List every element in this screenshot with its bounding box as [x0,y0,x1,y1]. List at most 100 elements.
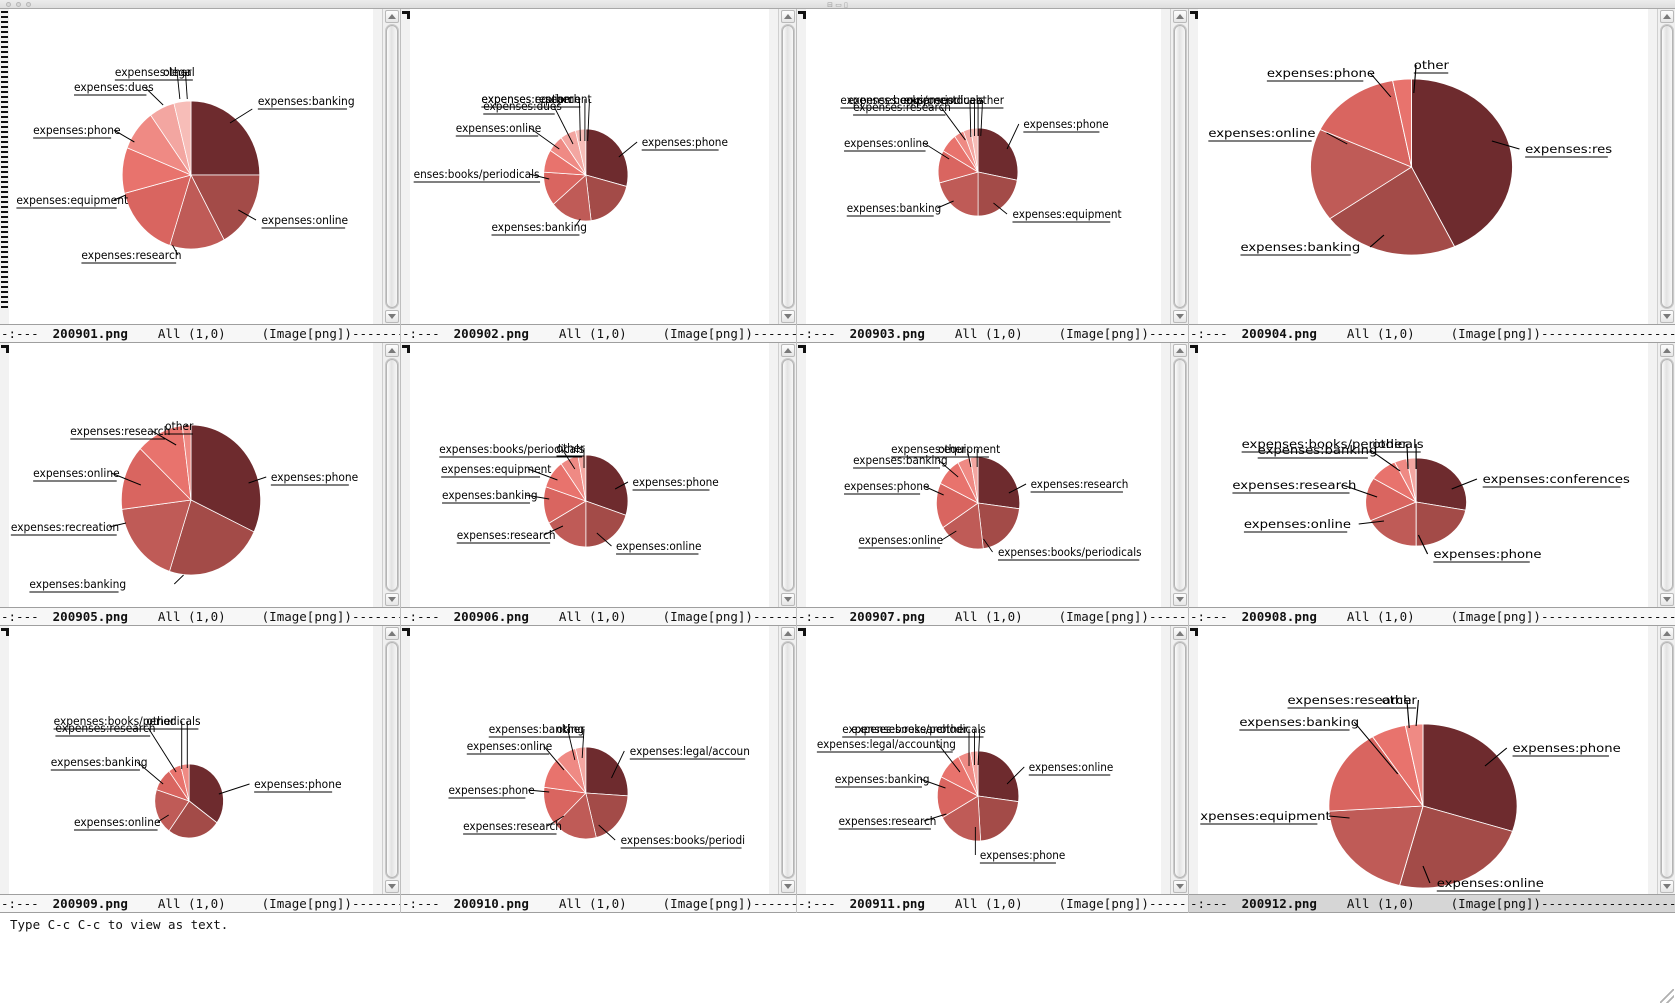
emacs-window-200904[interactable]: expenses:res expenses:banking expenses:onl… [1189,9,1675,343]
modeline-200901[interactable]: -:--- 200901.png All (1,0) (Image[png]) ----… [0,324,400,343]
scroll-down-arrow-icon[interactable] [1172,880,1187,893]
scrollbar-track[interactable] [384,358,399,592]
emacs-window-200910[interactable]: expenses:legal/accoun expenses:books/peri… [401,626,797,913]
scrollbar-thumb[interactable] [1660,642,1673,878]
emacs-window-200908[interactable]: expenses:conferences expenses:phone expens… [1189,343,1675,626]
modeline-200912[interactable]: -:--- 200912.png All (1,0) (Image[png]) ----… [1189,894,1675,913]
window-controls[interactable] [6,2,31,7]
emacs-window-200902[interactable]: expenses:phone expenses:banking enses:book… [401,9,797,343]
scrollbar-thumb[interactable] [781,642,794,878]
pie-slice-label: expenses:banking [1239,716,1359,729]
modeline-200902[interactable]: -:--- 200902.png All (1,0) (Image[png]) ----… [401,324,796,343]
scroll-up-arrow-icon[interactable] [1659,344,1674,357]
scrollbar-track[interactable] [780,24,795,309]
vertical-scrollbar[interactable] [1170,9,1188,324]
scrollbar-track[interactable] [1659,641,1674,879]
modeline-200903[interactable]: -:--- 200903.png All (1,0) (Image[png]) ----… [797,324,1188,343]
scrollbar-thumb[interactable] [1660,359,1673,591]
pie-chart: expenses:phone expenses:online expenses:ba… [51,715,342,839]
scrollbar-track[interactable] [1659,24,1674,309]
modeline-200905[interactable]: -:--- 200905.png All (1,0) (Image[png]) ----… [0,607,400,626]
modeline-200906[interactable]: -:--- 200906.png All (1,0) (Image[png]) ----… [401,607,796,626]
vertical-scrollbar[interactable] [382,626,400,894]
right-fringe [373,626,382,894]
emacs-window-200912[interactable]: expenses:phone expenses:online xpenses:equ… [1189,626,1675,913]
scroll-up-arrow-icon[interactable] [384,344,399,357]
scroll-down-arrow-icon[interactable] [1659,880,1674,893]
scroll-down-arrow-icon[interactable] [780,880,795,893]
window-body: expenses:res expenses:banking expenses:onl… [1189,9,1675,324]
emacs-window-200903[interactable]: expenses:phone expenses:equipment expenses… [797,9,1189,343]
emacs-window-200911[interactable]: expenses:online expenses:phone expenses:re… [797,626,1189,913]
vertical-scrollbar[interactable] [1170,626,1188,894]
scroll-down-arrow-icon[interactable] [1659,593,1674,606]
emacs-window-200901[interactable]: expenses:banking expenses:online expenses:… [0,9,401,343]
scroll-down-arrow-icon[interactable] [384,593,399,606]
scroll-up-arrow-icon[interactable] [780,344,795,357]
scroll-up-arrow-icon[interactable] [780,627,795,640]
modeline-200904[interactable]: -:--- 200904.png All (1,0) (Image[png]) ----… [1189,324,1675,343]
modeline-200911[interactable]: -:--- 200911.png All (1,0) (Image[png]) ----… [797,894,1188,913]
vertical-scrollbar[interactable] [1657,626,1675,894]
scrollbar-track[interactable] [384,641,399,879]
scroll-down-arrow-icon[interactable] [1659,310,1674,323]
scroll-down-arrow-icon[interactable] [1172,593,1187,606]
scrollbar-track[interactable] [1172,358,1187,592]
pie-slice-label: other [976,94,1004,108]
scrollbar-thumb[interactable] [1173,642,1186,878]
scroll-up-arrow-icon[interactable] [1659,10,1674,23]
maximize-icon[interactable] [26,2,31,7]
close-icon[interactable] [6,2,11,7]
scrollbar-thumb[interactable] [385,642,398,878]
scrollbar-track[interactable] [1659,358,1674,592]
scrollbar-thumb[interactable] [385,359,398,591]
scroll-up-arrow-icon[interactable] [1659,627,1674,640]
scroll-down-arrow-icon[interactable] [384,310,399,323]
vertical-scrollbar[interactable] [1657,343,1675,607]
vertical-scrollbar[interactable] [778,9,796,324]
scrollbar-track[interactable] [780,358,795,592]
scroll-up-arrow-icon[interactable] [384,627,399,640]
emacs-window-200909[interactable]: expenses:phone expenses:online expenses:ba… [0,626,401,913]
scrollbar-track[interactable] [1172,641,1187,879]
vertical-scrollbar[interactable] [1170,343,1188,607]
scroll-up-arrow-icon[interactable] [1172,627,1187,640]
resize-grip[interactable] [1660,989,1674,1003]
scroll-up-arrow-icon[interactable] [384,10,399,23]
scroll-down-arrow-icon[interactable] [780,310,795,323]
window-row: expenses:banking expenses:online expenses:… [0,9,1675,343]
scrollbar-thumb[interactable] [1173,25,1186,308]
image-canvas: expenses:research expenses:books/periodic… [806,343,1161,607]
scroll-up-arrow-icon[interactable] [1172,344,1187,357]
vertical-scrollbar[interactable] [778,343,796,607]
modeline-200907[interactable]: -:--- 200907.png All (1,0) (Image[png]) ----… [797,607,1188,626]
emacs-window-200907[interactable]: expenses:research expenses:books/periodic… [797,343,1189,626]
vertical-scrollbar[interactable] [1657,9,1675,324]
scroll-down-arrow-icon[interactable] [1172,310,1187,323]
modeline-200910[interactable]: -:--- 200910.png All (1,0) (Image[png]) ----… [401,894,796,913]
modeline-200909[interactable]: -:--- 200909.png All (1,0) (Image[png]) ----… [0,894,400,913]
scrollbar-track[interactable] [384,24,399,309]
scroll-up-arrow-icon[interactable] [1172,10,1187,23]
modeline-200908[interactable]: -:--- 200908.png All (1,0) (Image[png]) ----… [1189,607,1675,626]
pie-slice [173,100,192,176]
scroll-down-arrow-icon[interactable] [780,593,795,606]
scrollbar-thumb[interactable] [781,359,794,591]
scrollbar-thumb[interactable] [385,25,398,308]
vertical-scrollbar[interactable] [382,343,400,607]
scrollbar-thumb[interactable] [1173,359,1186,591]
vertical-scrollbar[interactable] [778,626,796,894]
vertical-scrollbar[interactable] [382,9,400,324]
scroll-up-arrow-icon[interactable] [780,10,795,23]
scrollbar-thumb[interactable] [1660,25,1673,308]
modeline-major-mode: (Image[png]) [1450,609,1541,624]
scrollbar-track[interactable] [780,641,795,879]
pie-chart: expenses:res expenses:banking expenses:onl… [1208,59,1612,256]
scroll-down-arrow-icon[interactable] [384,880,399,893]
minimize-icon[interactable] [16,2,21,7]
scrollbar-track[interactable] [1172,24,1187,309]
scrollbar-thumb[interactable] [781,25,794,308]
emacs-window-200906[interactable]: expenses:phone expenses:online expenses:re… [401,343,797,626]
emacs-window-200905[interactable]: expenses:phone expenses:banking expenses:r… [0,343,401,626]
